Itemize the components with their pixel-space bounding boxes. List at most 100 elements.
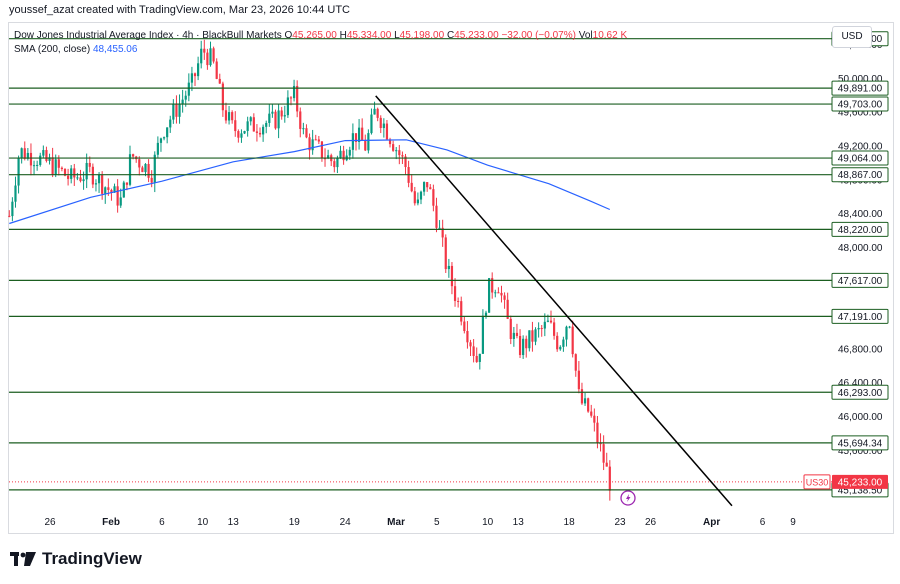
candle-body — [178, 103, 181, 117]
candle-body — [361, 127, 364, 141]
x-tick-label: 13 — [513, 517, 525, 528]
chart-attribution: youssef_azat created with TradingView.co… — [9, 4, 350, 16]
candle-body — [348, 149, 351, 156]
level-tag-label: 47,191.00 — [838, 312, 883, 323]
candle-body — [159, 138, 163, 143]
candle-body — [286, 97, 289, 116]
candle-body — [63, 169, 67, 176]
x-tick-label: 19 — [289, 517, 301, 528]
candle-body — [515, 332, 519, 336]
level-tag — [831, 221, 889, 237]
candle-body — [506, 299, 509, 319]
candle-body — [302, 128, 305, 130]
candle-body — [132, 154, 135, 157]
candle-body — [395, 150, 398, 152]
candle-body — [553, 322, 556, 336]
level-tag-label: 49,891.00 — [838, 84, 883, 95]
candle-body — [528, 330, 531, 349]
y-tick-label: 45,600.00 — [838, 446, 883, 457]
candle-body — [574, 354, 577, 371]
low-label: L — [394, 30, 400, 41]
candle-body — [184, 95, 187, 100]
candle-body — [153, 154, 156, 183]
candle-body — [240, 133, 243, 138]
sma-legend[interactable]: SMA (200, close) 48,455.06 — [14, 44, 137, 55]
ticker-tag — [803, 474, 831, 490]
candle-body — [231, 112, 234, 121]
candle-body — [101, 174, 104, 194]
level-tag-label: 49,703.00 — [838, 100, 883, 111]
candle-body — [11, 201, 14, 217]
candle-body — [497, 292, 500, 294]
candle-body — [280, 110, 283, 117]
x-tick-label: 24 — [340, 517, 352, 528]
currency-button[interactable]: USD — [832, 26, 872, 48]
candle-body — [311, 139, 314, 151]
current-price-label: 45,233.00 — [838, 477, 883, 488]
level-tag — [831, 384, 889, 400]
candle-body — [296, 85, 299, 112]
candle-body — [472, 346, 475, 356]
x-tick-label: 5 — [434, 517, 440, 528]
ohlc-header: Dow Jones Industrial Average Index · 4h … — [14, 30, 627, 41]
candle-body — [308, 137, 311, 151]
level-tag — [831, 150, 889, 166]
candle-body — [76, 177, 79, 179]
candle-body — [398, 150, 401, 156]
candle-body — [392, 144, 395, 151]
candle-body — [577, 370, 580, 390]
candle-body — [268, 113, 271, 123]
candle-body — [187, 82, 190, 96]
candle-body — [475, 355, 478, 362]
candle-body — [42, 150, 45, 156]
candle-body — [388, 139, 392, 145]
candle-body — [568, 326, 571, 328]
candle-body — [265, 122, 268, 127]
candle-body — [373, 108, 376, 115]
candle-body — [357, 127, 361, 142]
candle-body — [571, 326, 574, 355]
candle-body — [243, 131, 246, 134]
candle-body — [540, 327, 543, 329]
candle-body — [292, 85, 296, 99]
candle-body — [339, 150, 342, 158]
candle-body — [481, 315, 485, 354]
candle-body — [450, 265, 454, 287]
level-tag-label: 45,138.50 — [838, 485, 883, 496]
candle-body — [51, 157, 54, 175]
candle-body — [125, 182, 129, 185]
candle-body — [277, 110, 280, 129]
candle-body — [463, 321, 466, 331]
x-tick-label: 18 — [564, 517, 576, 528]
level-tag-label: 49,064.00 — [838, 154, 883, 165]
candle-body — [466, 330, 469, 343]
trend-line — [375, 95, 733, 507]
candle-body — [94, 183, 98, 185]
symbol-title[interactable]: Dow Jones Industrial Average Index · 4h … — [14, 30, 282, 41]
candle-body — [70, 168, 73, 179]
candle-body — [441, 227, 444, 238]
candle-body — [354, 133, 358, 142]
candle-body — [29, 152, 33, 166]
candle-body — [379, 117, 382, 129]
change-value: −32.00 (−0.07%) — [501, 30, 576, 41]
tradingview-logo[interactable]: TradingView — [10, 549, 142, 569]
candle-body — [491, 278, 494, 293]
candle-body — [85, 162, 88, 180]
y-tick-label: 50,000.00 — [838, 74, 883, 85]
candle-body — [410, 182, 413, 192]
candle-body — [484, 312, 488, 316]
x-tick-label: 23 — [614, 517, 626, 528]
candle-body — [546, 320, 550, 322]
sma-value: 48,455.06 — [92, 44, 138, 55]
candle-body — [543, 321, 546, 329]
candle-body — [351, 133, 354, 150]
candle-body — [200, 48, 203, 64]
candle-body — [82, 179, 85, 182]
x-tick-label: 9 — [790, 517, 796, 528]
candle-body — [299, 111, 302, 129]
candle-body — [144, 163, 147, 173]
candle-body — [426, 182, 429, 188]
candle-body — [17, 158, 20, 186]
